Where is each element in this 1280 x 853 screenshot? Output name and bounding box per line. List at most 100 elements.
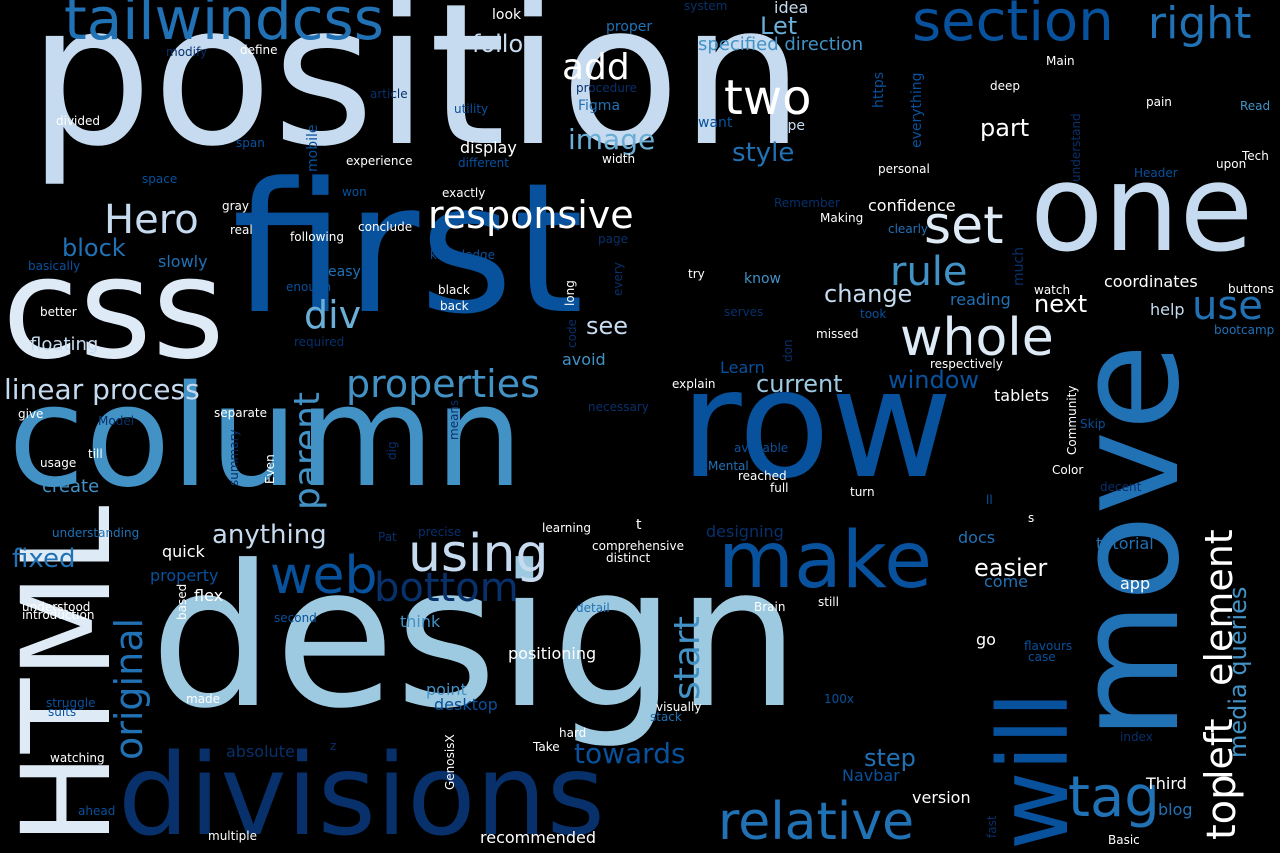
cloud-word: took	[860, 307, 887, 321]
cloud-word: tablets	[994, 386, 1050, 405]
cloud-word: dig	[385, 441, 399, 460]
cloud-word: case	[1028, 650, 1056, 664]
cloud-word: easy	[328, 264, 361, 280]
cloud-word: personal	[878, 162, 930, 176]
cloud-word: Remember	[774, 196, 840, 210]
cloud-word: explain	[672, 377, 716, 391]
cloud-word: Basic	[1108, 833, 1140, 847]
cloud-word: back	[440, 299, 469, 313]
cloud-word: article	[370, 87, 408, 101]
cloud-word: basically	[28, 259, 81, 273]
cloud-word: media queries	[1224, 586, 1252, 758]
cloud-word: set	[924, 196, 1004, 256]
cloud-word: watch	[1034, 283, 1071, 297]
cloud-word: display	[460, 138, 517, 157]
cloud-word: following	[290, 230, 344, 244]
cloud-word: section	[912, 0, 1114, 54]
cloud-word: GenosisX	[443, 734, 457, 790]
cloud-word: Color	[1052, 463, 1084, 477]
cloud-word: system	[684, 0, 728, 13]
cloud-word: style	[732, 138, 795, 168]
cloud-word: decent	[1100, 480, 1142, 494]
cloud-word: Let	[760, 12, 798, 40]
cloud-word: Hero	[104, 197, 199, 243]
cloud-word: stack	[650, 710, 682, 724]
cloud-word: image	[568, 123, 656, 156]
cloud-word: know	[744, 271, 781, 287]
cloud-word: learning	[542, 521, 591, 535]
cloud-word: ahead	[78, 804, 116, 818]
cloud-word: precise	[418, 525, 462, 539]
cloud-word: better	[40, 305, 77, 319]
cloud-word: enough	[286, 280, 332, 294]
cloud-word: conclude	[358, 220, 413, 234]
cloud-word: next	[1034, 290, 1088, 318]
cloud-word: gray	[222, 199, 250, 213]
cloud-word: want	[698, 115, 733, 131]
cloud-word: window	[888, 366, 980, 394]
cloud-word: design	[150, 524, 801, 752]
cloud-word: still	[818, 595, 839, 609]
cloud-word: step	[864, 744, 916, 772]
cloud-word: multiple	[208, 829, 258, 843]
cloud-word: watching	[50, 751, 105, 765]
cloud-word: width	[602, 152, 636, 166]
cloud-word: required	[294, 335, 345, 349]
cloud-word: right	[1148, 0, 1252, 49]
cloud-word: reached	[738, 469, 787, 483]
cloud-word: using	[408, 524, 549, 584]
cloud-word: clearly	[888, 222, 929, 236]
cloud-word: block	[62, 234, 126, 262]
cloud-word: struggle	[46, 696, 96, 710]
cloud-word: easier	[974, 554, 1048, 582]
cloud-word: z	[330, 739, 337, 753]
cloud-word: visually	[656, 700, 702, 714]
cloud-word: properties	[346, 362, 540, 406]
cloud-word: ll	[986, 493, 993, 507]
cloud-word: different	[458, 156, 509, 170]
cloud-word: come	[984, 572, 1029, 591]
cloud-word: mobile	[305, 124, 321, 172]
cloud-word: think	[400, 612, 441, 631]
cloud-word: Making	[820, 211, 864, 225]
cloud-word: idea	[774, 0, 809, 17]
cloud-word: tutorial	[1096, 534, 1154, 553]
cloud-word: floating	[30, 334, 99, 355]
cloud-word: distinct	[606, 551, 651, 565]
cloud-word: whole	[900, 308, 1054, 368]
cloud-word: page	[598, 232, 628, 246]
cloud-word: position	[28, 0, 805, 190]
cloud-word: serves	[724, 305, 764, 319]
cloud-word: tag	[1068, 765, 1160, 830]
cloud-word: change	[824, 280, 913, 308]
cloud-word: detail	[576, 601, 610, 615]
cloud-word: means	[447, 399, 461, 440]
cloud-word: flavours	[1024, 639, 1073, 653]
cloud-word: Pat	[378, 530, 397, 544]
cloud-word: based	[175, 583, 189, 620]
cloud-word: Brain	[754, 600, 786, 614]
cloud-word: point	[426, 680, 467, 699]
cloud-word: div	[304, 293, 362, 337]
cloud-word: positioning	[508, 644, 597, 663]
cloud-word: respectively	[930, 357, 1003, 371]
cloud-word: towards	[574, 737, 686, 770]
cloud-word: use	[1192, 283, 1263, 329]
cloud-word: top	[1199, 774, 1245, 840]
cloud-word: start	[667, 616, 708, 700]
cloud-word: span	[236, 136, 265, 150]
cloud-word: specified direction	[698, 34, 864, 55]
cloud-word: made	[186, 692, 221, 706]
cloud-word: divided	[56, 114, 101, 128]
cloud-word: relative	[718, 792, 915, 852]
cloud-word: Skip	[1080, 417, 1106, 431]
cloud-word: divisions	[118, 731, 605, 853]
cloud-word: Third	[1146, 774, 1187, 793]
cloud-word: Navbar	[842, 766, 900, 785]
cloud-word: try	[688, 267, 705, 281]
cloud-word: version	[912, 788, 971, 807]
cloud-word: long	[563, 280, 577, 306]
cloud-word: pain	[1146, 95, 1172, 109]
cloud-word: Learn	[720, 358, 765, 377]
cloud-word: turn	[850, 485, 875, 499]
